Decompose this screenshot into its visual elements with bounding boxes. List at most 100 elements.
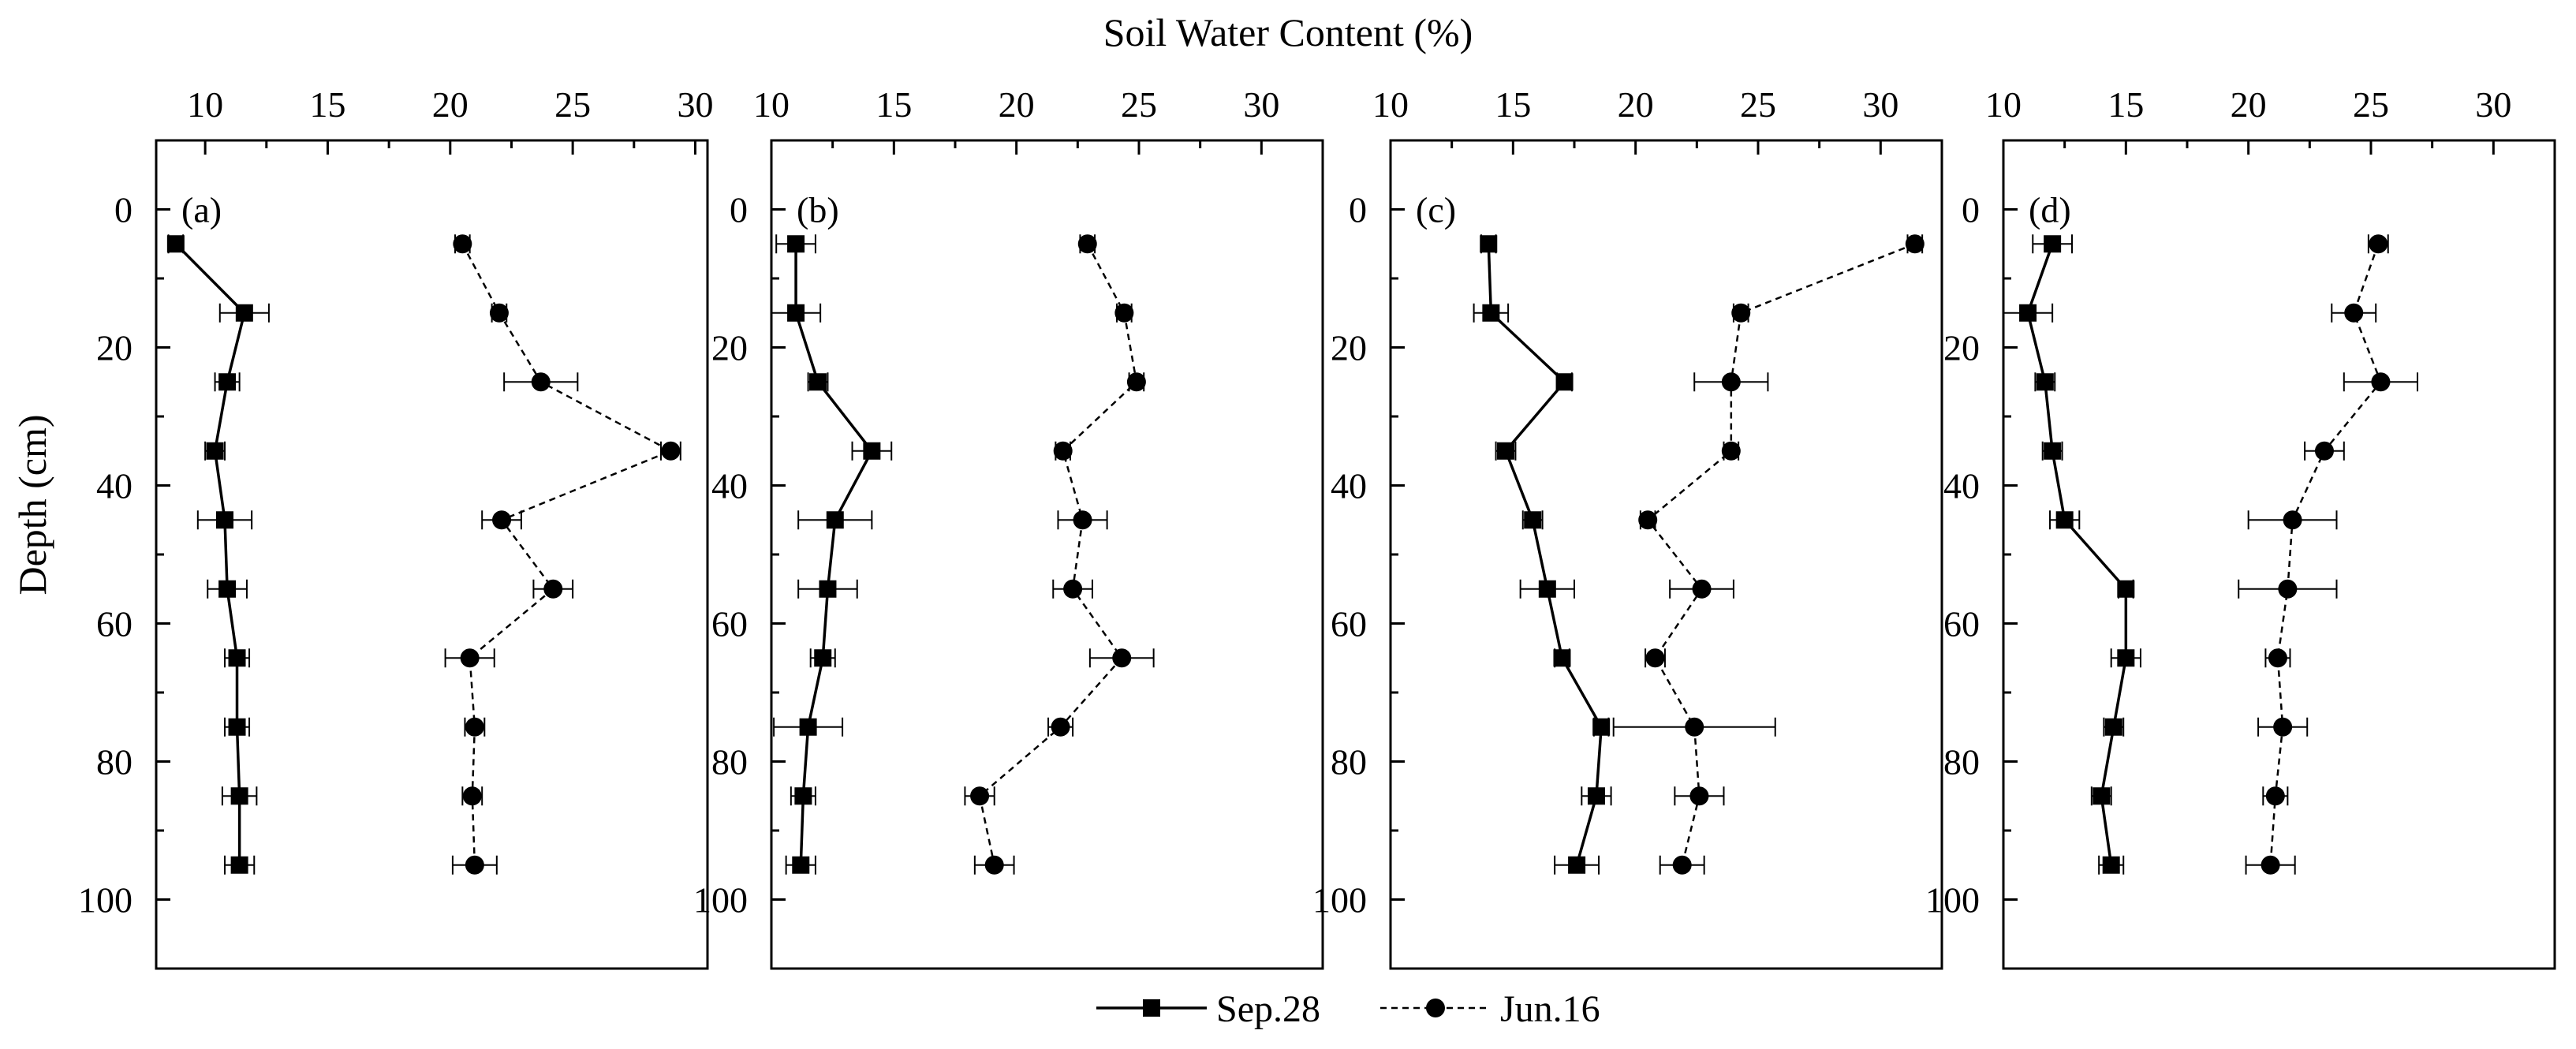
y-tick-label: 80	[96, 742, 133, 782]
y-axis-label: Depth (cm)	[10, 414, 54, 595]
series-sep-28	[166, 234, 270, 875]
data-point-square	[1538, 580, 1556, 598]
data-point-square	[206, 442, 224, 460]
data-point-square	[826, 511, 844, 529]
data-point-circle	[661, 441, 681, 461]
y-tick-label: 100	[1312, 880, 1367, 920]
series-line	[461, 243, 674, 865]
y-tick-label: 0	[730, 190, 748, 230]
data-point-circle	[1126, 372, 1146, 392]
panel-d: 10 15 20 25 30 0 20 40 60 80 100 (d)	[1925, 84, 2556, 970]
y-tick-label: 100	[1925, 880, 1980, 920]
x-tick-label: 20	[999, 84, 1035, 125]
series-jun-16	[444, 234, 681, 875]
data-point-circle	[1073, 510, 1092, 530]
data-point-square	[863, 442, 881, 460]
data-point-square	[235, 304, 253, 322]
legend-marker-circle	[1426, 999, 1445, 1017]
data-point-square	[2102, 856, 2120, 874]
data-point-circle	[460, 648, 480, 668]
data-point-circle	[1112, 648, 1132, 668]
x-tick-label: 15	[875, 84, 912, 125]
data-point-circle	[984, 855, 1004, 875]
data-point-square	[794, 787, 812, 805]
data-point-square	[166, 235, 185, 253]
data-point-square	[1497, 442, 1515, 460]
data-point-circle	[1905, 234, 1925, 254]
data-point-circle	[1692, 579, 1712, 599]
x-tick-label: 25	[1740, 84, 1776, 125]
data-point-square	[218, 373, 237, 391]
y-tick-label: 20	[96, 328, 133, 368]
data-point-square	[2019, 304, 2037, 322]
y-tick-label: 80	[711, 742, 748, 782]
data-point-circle	[531, 372, 551, 392]
y-tick-label: 100	[78, 880, 133, 920]
data-point-circle	[2273, 717, 2293, 737]
data-point-circle	[1689, 786, 1709, 806]
data-point-square	[787, 304, 805, 322]
legend-label: Jun.16	[1500, 988, 1600, 1030]
y-tick-label: 40	[1943, 466, 1980, 506]
series-line	[2269, 243, 2382, 865]
data-point-square	[1524, 511, 1542, 529]
panel-a: 10 15 20 25 30 0 20 40 60 80 100 (a)	[78, 84, 713, 970]
legend-marker-square	[1143, 999, 1160, 1017]
data-point-square	[1587, 787, 1605, 805]
data-point-square	[2036, 373, 2054, 391]
series-sep-28	[1473, 234, 1612, 875]
data-point-circle	[1077, 234, 1097, 254]
plot-frame	[1389, 139, 1943, 970]
x-tick-label: 20	[432, 84, 469, 125]
x-tick-label: 30	[2475, 84, 2511, 125]
data-point-circle	[970, 786, 990, 806]
y-tick-label: 40	[1331, 466, 1367, 506]
data-point-circle	[1063, 579, 1083, 599]
x-tick-label: 10	[753, 84, 790, 125]
series-sep-28	[771, 234, 893, 875]
data-point-square	[814, 649, 832, 667]
x-tick-label: 10	[1372, 84, 1409, 125]
data-point-square	[1553, 649, 1571, 667]
series-sep-28	[2003, 234, 2141, 875]
x-tick-label: 15	[2107, 84, 2144, 125]
y-tick-label: 40	[96, 466, 133, 506]
x-tick-label: 10	[1985, 84, 2022, 125]
x-tick-label: 25	[1121, 84, 1157, 125]
data-point-circle	[489, 303, 509, 323]
data-point-square	[230, 856, 248, 874]
legend-label: Sep.28	[1216, 988, 1320, 1030]
series-line	[174, 243, 246, 865]
data-point-circle	[2261, 855, 2280, 875]
data-point-square	[809, 373, 827, 391]
data-point-square	[1482, 304, 1500, 322]
series-line	[978, 243, 1138, 866]
data-point-circle	[1721, 441, 1741, 461]
data-point-circle	[1645, 648, 1665, 668]
data-point-square	[1592, 718, 1611, 736]
y-tick-label: 20	[1943, 328, 1980, 368]
panel-label: (c)	[1416, 190, 1456, 230]
data-point-square	[2055, 511, 2074, 529]
y-tick-label: 60	[1331, 604, 1367, 644]
y-tick-label: 20	[1331, 328, 1367, 368]
data-point-circle	[492, 510, 512, 530]
y-tick-label: 80	[1943, 742, 1980, 782]
y-tick-label: 0	[1962, 190, 1980, 230]
panel-label: (b)	[797, 190, 839, 230]
y-tick-label: 20	[711, 328, 748, 368]
series-line	[2026, 243, 2128, 865]
data-point-square	[787, 235, 805, 253]
x-tick-label: 30	[1862, 84, 1898, 125]
x-tick-label: 10	[187, 84, 223, 125]
data-point-circle	[2265, 786, 2285, 806]
y-tick-label: 0	[1349, 190, 1367, 230]
y-tick-label: 80	[1331, 742, 1367, 782]
data-point-circle	[1685, 717, 1704, 737]
data-point-square	[2093, 787, 2111, 805]
data-point-circle	[2278, 579, 2298, 599]
data-point-circle	[1638, 510, 1658, 530]
y-tick-label: 60	[711, 604, 748, 644]
